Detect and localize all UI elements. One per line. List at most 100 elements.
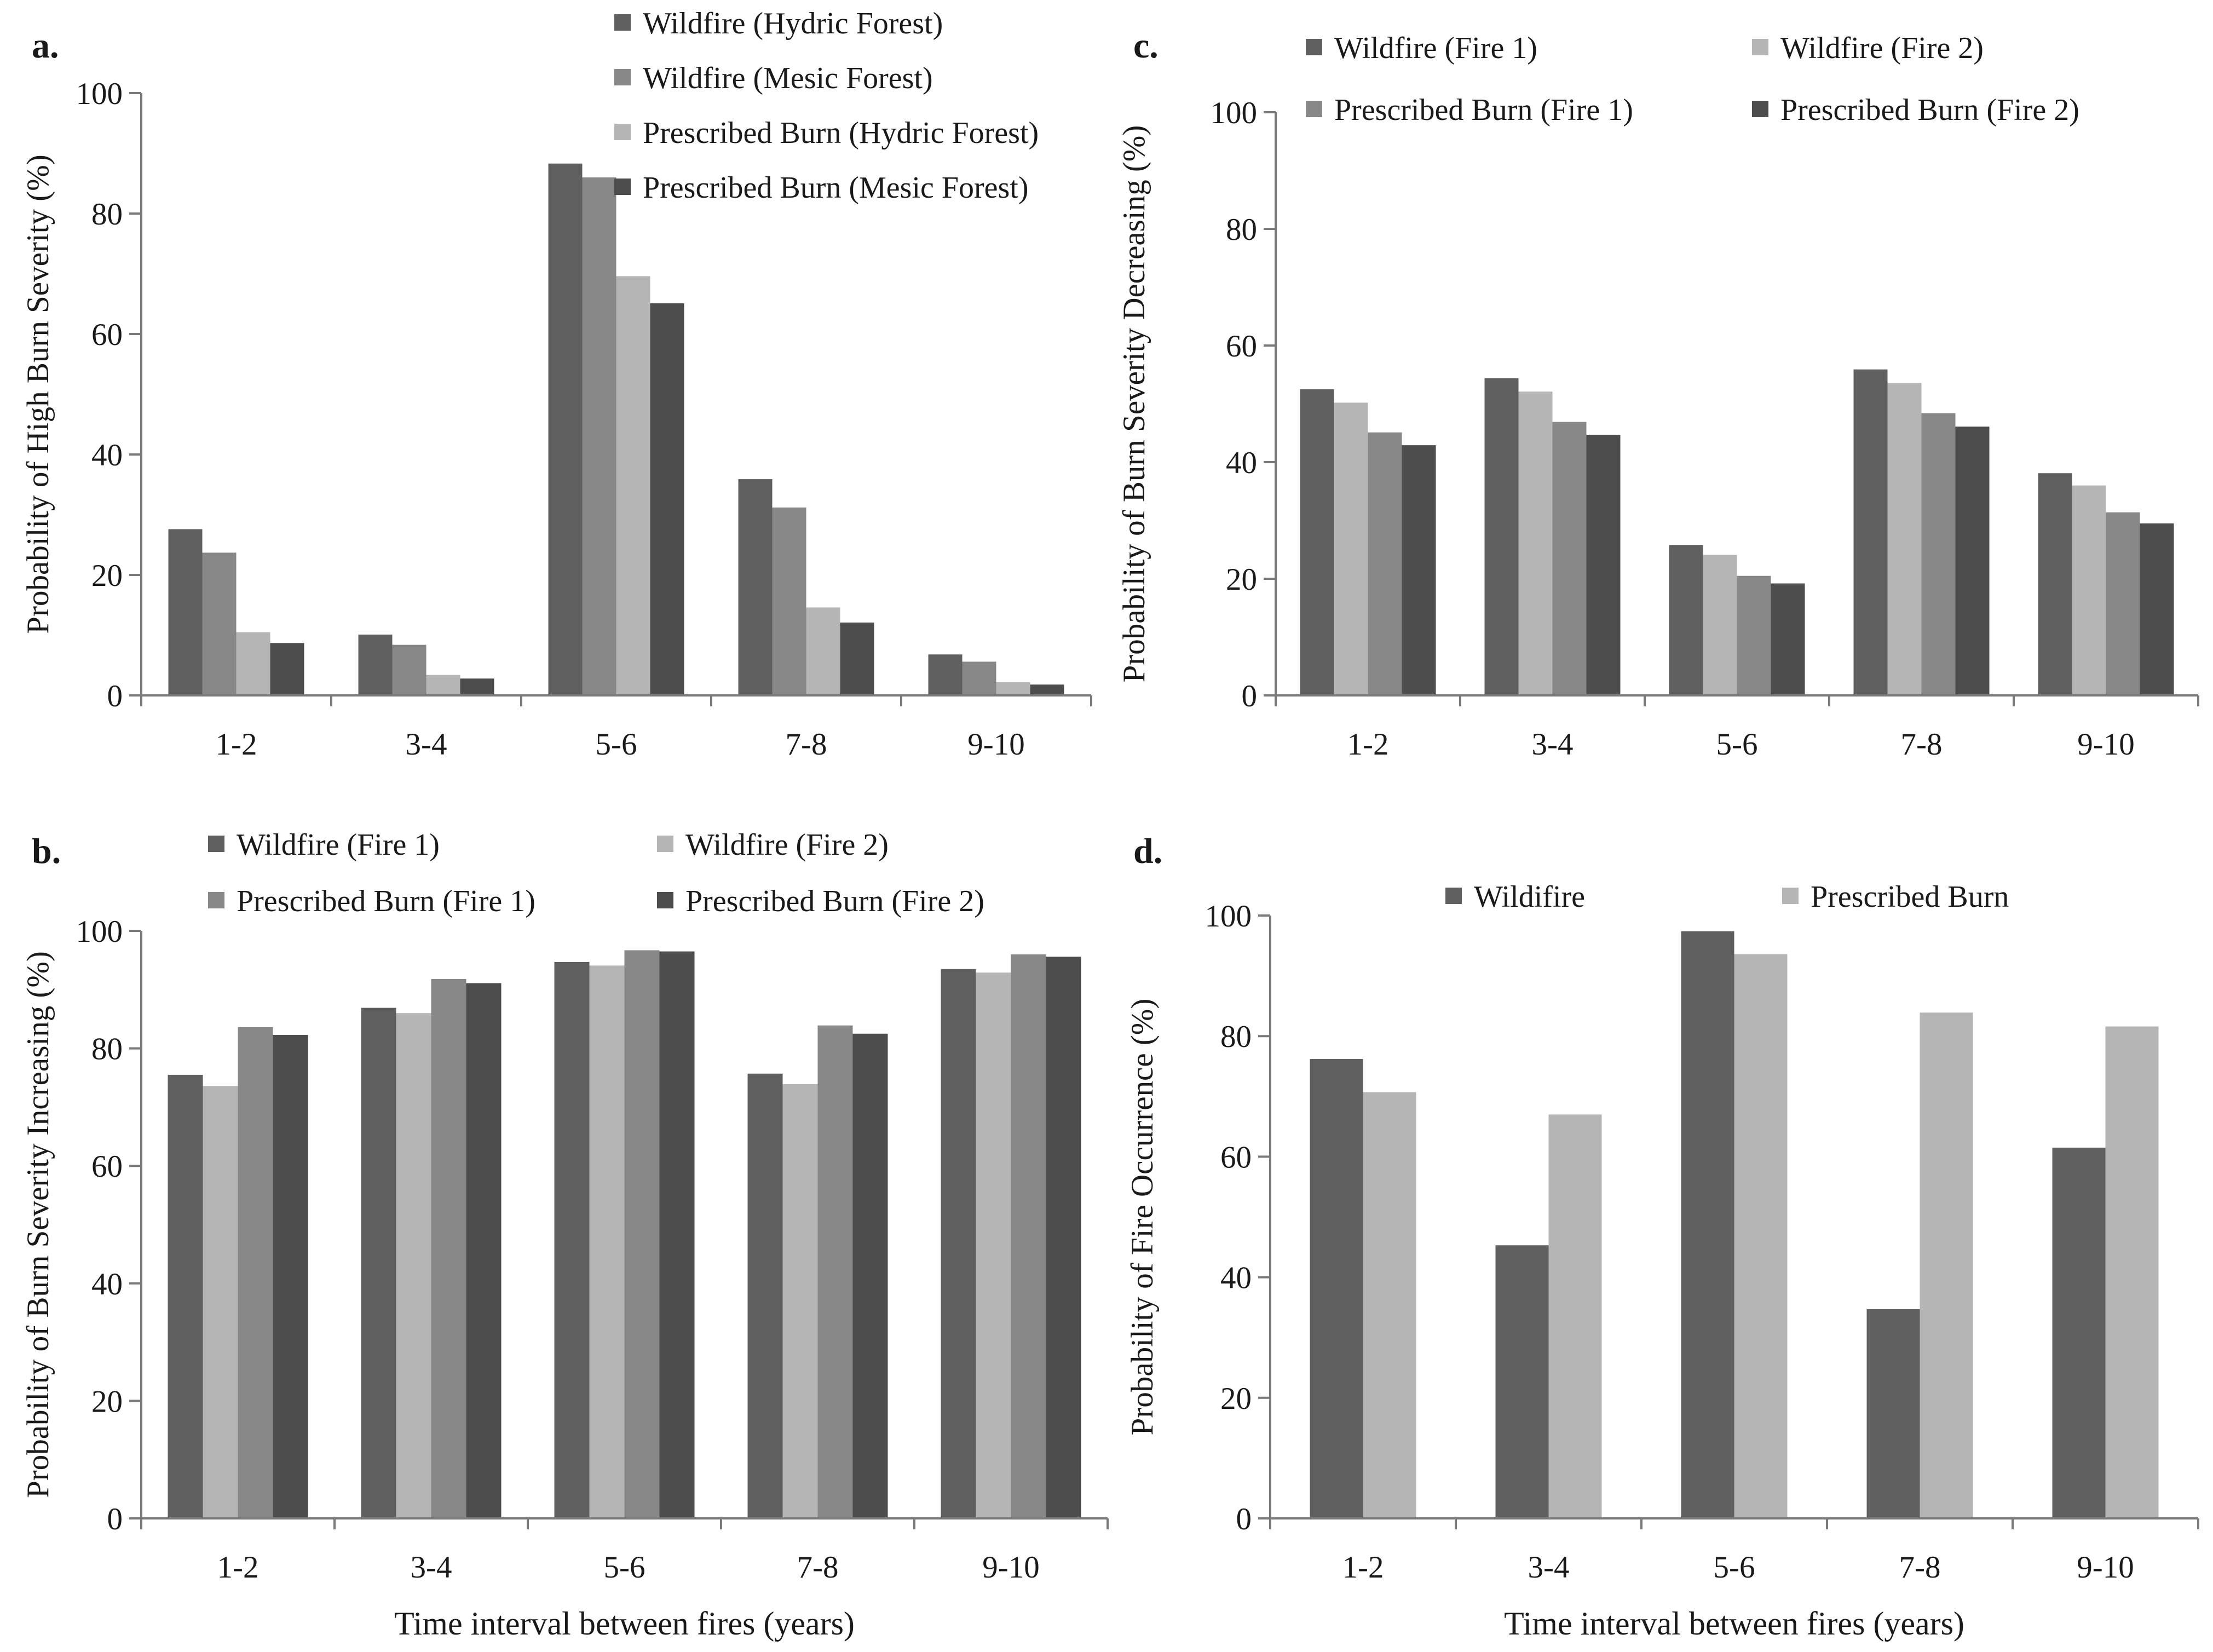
bar [1853, 369, 1888, 695]
y-tick-label: 20 [1220, 1382, 1252, 1416]
legend-label: Prescribed Burn (Fire 1) [1334, 93, 1633, 127]
x-tick-label: 5-6 [596, 727, 637, 762]
legend-swatch [1306, 39, 1322, 55]
legend-swatch [614, 124, 631, 140]
bar [1300, 389, 1334, 695]
bar [1334, 402, 1368, 695]
bar [202, 552, 237, 695]
bar [840, 622, 874, 695]
y-tick-label: 80 [1226, 212, 1257, 247]
x-tick-label: 3-4 [1532, 727, 1574, 762]
bar [1887, 383, 1922, 695]
legend-swatch [614, 69, 631, 85]
bar [1363, 1092, 1416, 1518]
x-axis-label: Time interval between fires (years) [1504, 1605, 1964, 1642]
y-tick-label: 60 [91, 1149, 123, 1184]
bar [273, 1034, 308, 1518]
bar [1734, 954, 1788, 1518]
bar [168, 529, 203, 695]
bar [238, 1027, 273, 1518]
x-tick-label: 5-6 [1716, 727, 1758, 762]
x-tick-label: 7-8 [786, 727, 827, 762]
panel-letter: a. [32, 26, 59, 66]
bar [2140, 523, 2174, 695]
bar [852, 1033, 888, 1518]
bar [1737, 575, 1771, 695]
bar [466, 983, 502, 1518]
chart-panel-d: d. 0 20 40 60 80 100 1-2 3-4 5-6 7-8 9-10 Probabilit… [1125, 831, 2199, 1642]
y-tick-label: 20 [91, 1384, 123, 1419]
x-tick-label: 3-4 [1528, 1550, 1570, 1585]
y-axis-label: Probability of Fire Occurrence (%) [1125, 999, 1160, 1436]
y-axis-label: Probability of Burn Severity Increasing … [21, 951, 55, 1498]
legend-label: Wildfire (Mesic Forest) [643, 61, 933, 95]
legend-swatch [1445, 888, 1462, 904]
y-tick-label: 0 [107, 679, 123, 713]
bar [431, 978, 466, 1518]
bar [941, 969, 976, 1518]
bar [1921, 413, 1956, 695]
y-tick-label: 0 [107, 1502, 123, 1536]
y-axis-label: Probability of Burn Severity Decreasing … [1117, 125, 1151, 683]
bar [1046, 957, 1081, 1518]
bar [1368, 432, 1402, 695]
legend-label: Wildfire (Fire 1) [237, 828, 440, 862]
x-tick-label: 5-6 [604, 1550, 646, 1585]
legend-label: Prescribed Burn (Fire 2) [685, 884, 984, 918]
bar [659, 951, 695, 1518]
bar [2106, 512, 2140, 695]
bar [650, 303, 684, 695]
bar [2038, 473, 2072, 695]
bar [358, 634, 393, 695]
y-axis-label: Probability of High Burn Severity (%) [21, 154, 55, 634]
bar [772, 507, 806, 695]
y-tick-label: 100 [76, 914, 123, 949]
legend-label: Wildfire (Fire 2) [685, 828, 889, 862]
y-tick-label: 100 [76, 77, 123, 111]
y-tick-label: 100 [1205, 899, 1252, 934]
y-tick-label: 100 [1211, 96, 1258, 130]
bar [1771, 583, 1805, 695]
bar [616, 276, 650, 695]
y-tick-label: 0 [1242, 679, 1258, 713]
bar [996, 682, 1030, 695]
legend-swatch [1306, 101, 1322, 117]
bar [1310, 1059, 1363, 1518]
bar [203, 1086, 238, 1518]
bar [1681, 931, 1734, 1518]
bar [2072, 485, 2106, 695]
y-tick-label: 40 [1226, 446, 1257, 480]
bar [1402, 445, 1436, 695]
bar [392, 644, 427, 695]
y-tick-label: 40 [91, 1267, 123, 1302]
y-tick-label: 80 [91, 197, 123, 232]
legend-label: Wildfire (Hydric Forest) [643, 7, 943, 41]
legend-label: Wildifire [1474, 880, 1585, 914]
bar [1518, 392, 1553, 695]
y-tick-label: 40 [91, 438, 123, 473]
x-tick-label: 3-4 [406, 727, 447, 762]
x-tick-label: 9-10 [2077, 727, 2134, 762]
y-tick-label: 80 [91, 1032, 123, 1067]
bar [928, 654, 963, 695]
bar [1920, 1012, 1973, 1518]
bar [1548, 1114, 1602, 1518]
x-tick-label: 5-6 [1714, 1550, 1755, 1585]
x-tick-label: 7-8 [797, 1550, 839, 1585]
y-tick-label: 20 [1226, 562, 1257, 597]
legend-label: Prescribed Burn [1811, 880, 2009, 914]
y-tick-label: 40 [1220, 1261, 1252, 1296]
panel-letter: b. [32, 831, 61, 871]
bar [976, 972, 1011, 1518]
bar [396, 1013, 431, 1518]
legend-label: Wildfire (Fire 2) [1780, 31, 1984, 65]
bar [589, 965, 625, 1518]
bar [236, 632, 270, 695]
legend-swatch [208, 892, 224, 908]
x-tick-label: 7-8 [1899, 1550, 1941, 1585]
x-tick-label: 1-2 [1347, 727, 1389, 762]
bar [1866, 1309, 1920, 1518]
bar [1011, 954, 1046, 1518]
legend-label: Prescribed Burn (Hydric Forest) [643, 116, 1039, 150]
